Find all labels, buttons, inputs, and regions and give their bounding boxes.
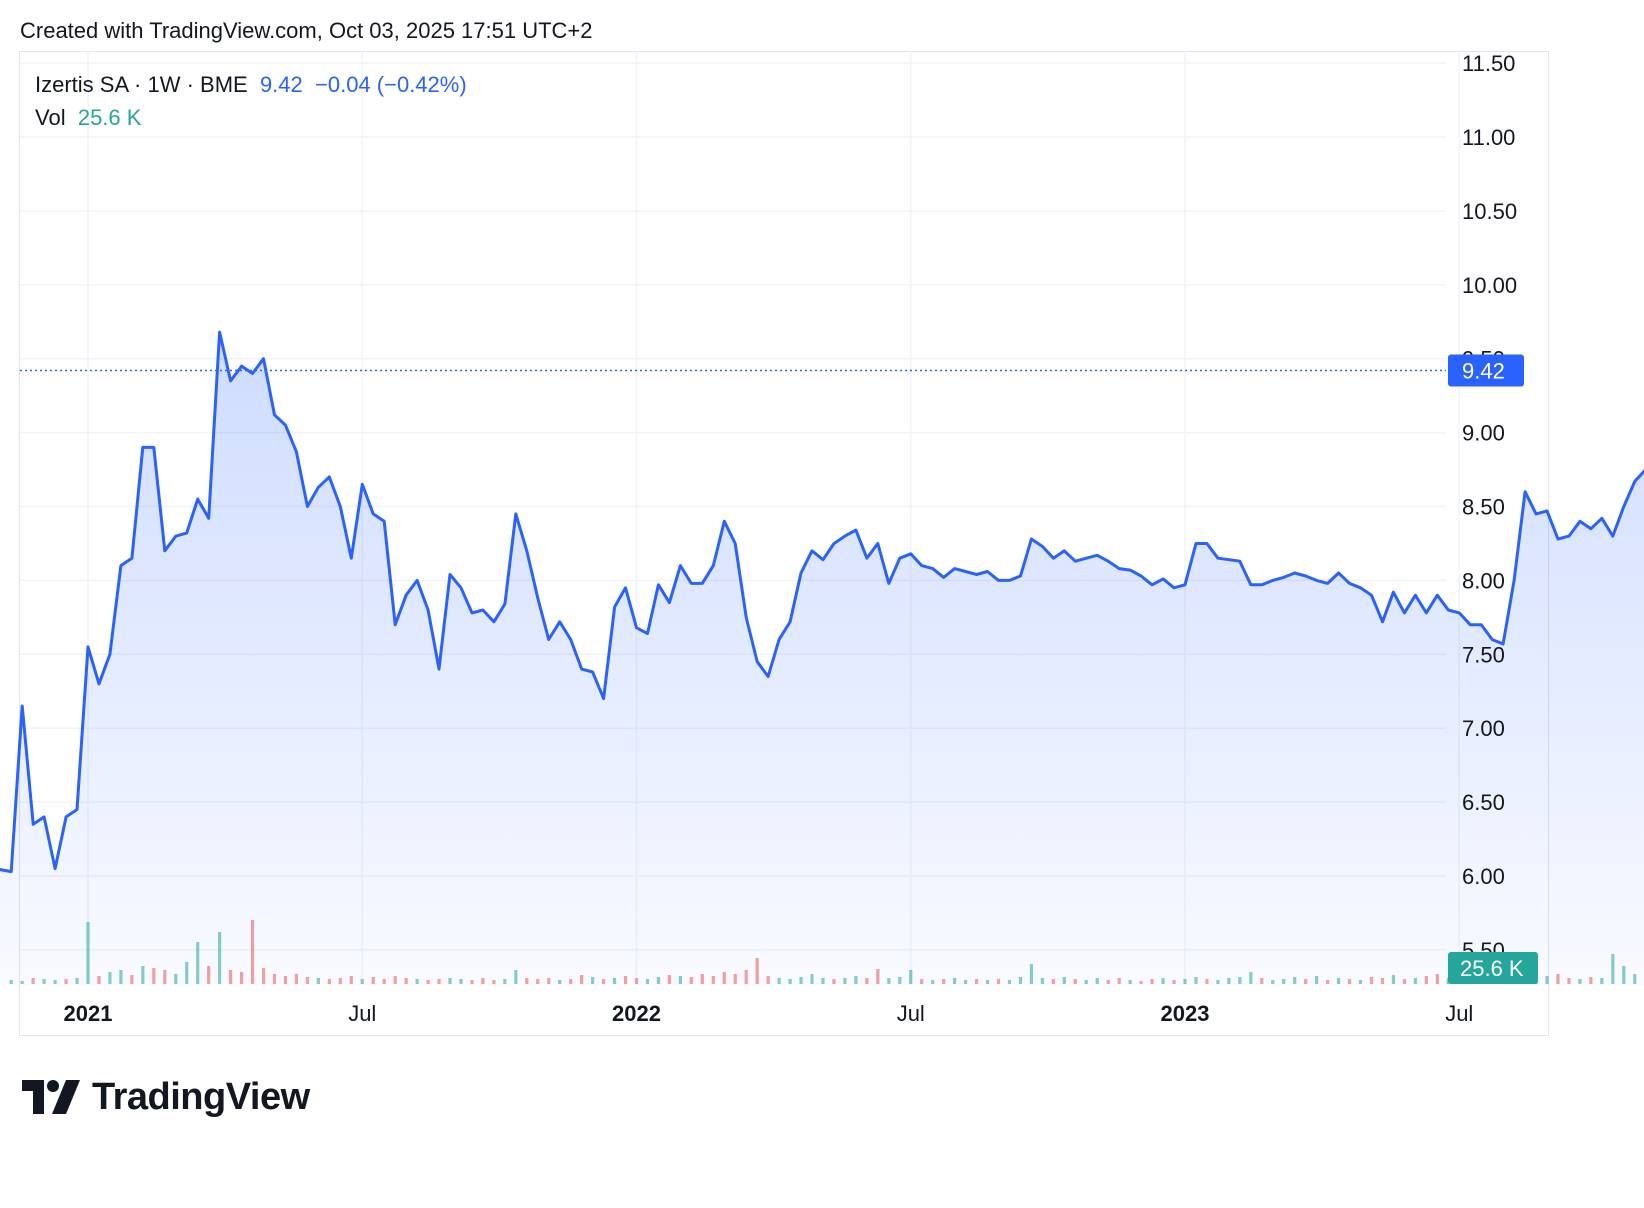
price-area-fill [0,332,1644,985]
volume-label: Vol [35,105,66,130]
x-tick-label: 2021 [64,1001,113,1026]
y-tick-label: 7.50 [1462,642,1505,667]
x-tick-label: Jul [348,1001,376,1026]
y-tick-label: 6.00 [1462,864,1505,889]
price-badge-text: 9.42 [1462,359,1505,384]
y-tick-label: 8.00 [1462,568,1505,593]
y-tick-label: 10.00 [1462,273,1517,298]
price-badge: 9.42 [1448,354,1524,387]
volume-value: 25.6 K [77,105,142,130]
time-axis[interactable]: 2021Jul2022Jul2023Jul2024Jul2025Jul [64,1001,1644,1026]
volume-badge: 25.6 K [1448,952,1538,984]
x-tick-label: Jul [1445,1001,1473,1026]
y-tick-label: 11.00 [1462,125,1515,150]
y-tick-label: 6.50 [1462,790,1505,815]
price-line [0,330,1644,874]
x-tick-label: 2022 [612,1001,661,1026]
tradingview-logo[interactable]: TradingView [22,1072,310,1122]
y-tick-label: 9.00 [1462,421,1505,446]
x-tick-label: Jul [897,1001,925,1026]
y-tick-label: 11.50 [1462,51,1515,76]
tradingview-logo-text: TradingView [92,1075,310,1118]
price-change-value: −0.04 (−0.42%) [315,72,467,97]
chart-legend: Izertis SA · 1W · BME 9.42 −0.04 (−0.42%… [35,68,467,134]
y-tick-label: 10.50 [1462,199,1517,224]
last-price-value: 9.42 [259,72,303,97]
volume-badge-text: 25.6 K [1460,956,1524,981]
created-header: Created with TradingView.com, Oct 03, 20… [20,18,593,43]
y-tick-label: 7.00 [1462,716,1505,741]
x-tick-label: 2023 [1161,1001,1210,1026]
tradingview-logo-icon [22,1080,80,1114]
legend-volume-row: Vol 25.6 K [35,101,467,134]
legend-symbol-row: Izertis SA · 1W · BME 9.42 −0.04 (−0.42%… [35,68,467,101]
symbol-label[interactable]: Izertis SA · 1W · BME [35,72,248,97]
y-tick-label: 8.50 [1462,495,1505,520]
